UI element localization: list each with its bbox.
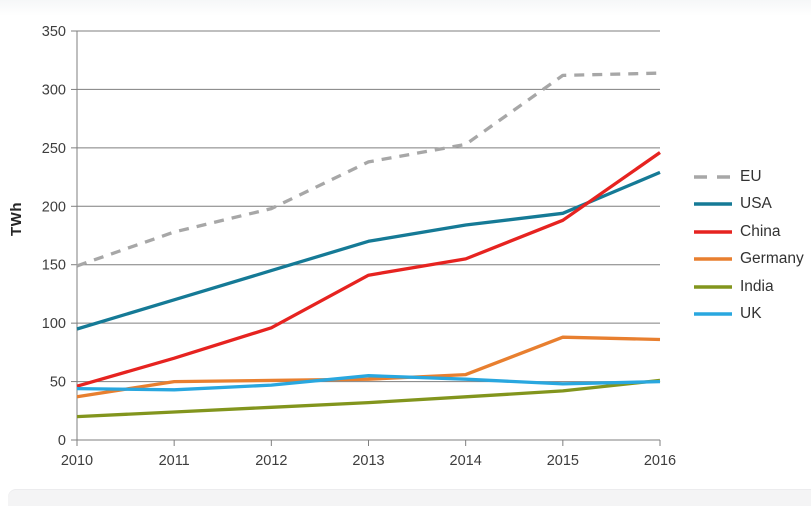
y-tick-label: 200 bbox=[42, 199, 66, 215]
y-tick-label: 250 bbox=[42, 141, 66, 157]
legend: EU USA China Germany India UK bbox=[694, 163, 809, 328]
legend-swatch-china bbox=[694, 230, 732, 234]
x-tick-label: 2014 bbox=[450, 453, 482, 469]
x-tick-label: 2011 bbox=[159, 453, 190, 469]
series-line-usa bbox=[76, 170, 661, 331]
legend-swatch-india bbox=[694, 285, 732, 289]
legend-item-india: India bbox=[694, 273, 809, 301]
legend-label-india: India bbox=[740, 277, 774, 295]
x-tick-label: 2013 bbox=[352, 453, 384, 469]
series-line-china bbox=[76, 151, 661, 388]
series-line-eu bbox=[76, 71, 661, 268]
legend-label-china: China bbox=[740, 222, 781, 240]
legend-swatch-usa bbox=[694, 202, 732, 206]
y-tick-label: 300 bbox=[42, 82, 66, 98]
series-line-uk bbox=[76, 374, 661, 392]
legend-label-uk: UK bbox=[740, 305, 762, 323]
y-tick-label: 350 bbox=[42, 24, 66, 40]
y-tick-label: 50 bbox=[50, 375, 66, 391]
legend-item-uk: UK bbox=[694, 301, 809, 329]
legend-label-eu: EU bbox=[740, 167, 762, 185]
legend-item-eu: EU bbox=[694, 163, 809, 191]
y-tick-label: 0 bbox=[58, 433, 66, 449]
y-tick-label: 100 bbox=[42, 316, 66, 332]
legend-label-germany: Germany bbox=[740, 250, 804, 268]
legend-item-usa: USA bbox=[694, 191, 809, 219]
legend-item-germany: Germany bbox=[694, 246, 809, 274]
legend-swatch-germany bbox=[694, 257, 732, 261]
legend-swatch-uk bbox=[694, 312, 732, 316]
x-tick-label: 2015 bbox=[547, 453, 579, 469]
series-line-india bbox=[76, 378, 661, 419]
legend-label-usa: USA bbox=[740, 195, 772, 213]
legend-swatch-eu bbox=[694, 175, 732, 179]
top-gradient bbox=[0, 0, 811, 16]
x-tick-label: 2012 bbox=[255, 453, 287, 469]
y-tick-label: 150 bbox=[42, 258, 66, 274]
legend-item-china: China bbox=[694, 218, 809, 246]
bottom-panel-edge bbox=[8, 490, 811, 506]
x-tick-label: 2010 bbox=[61, 453, 93, 469]
series-line-germany bbox=[76, 335, 661, 399]
x-tick-label: 2016 bbox=[644, 453, 676, 469]
